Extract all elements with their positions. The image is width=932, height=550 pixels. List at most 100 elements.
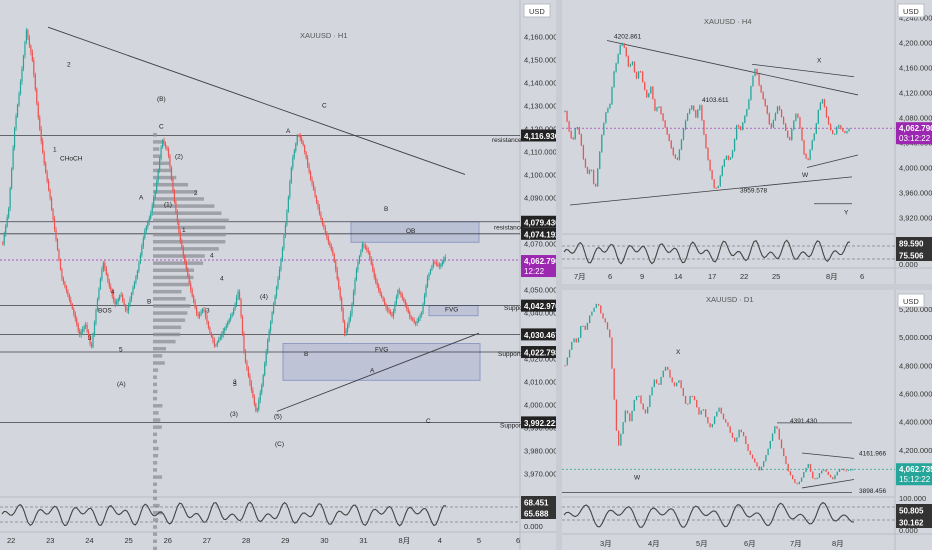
candle-body bbox=[816, 477, 818, 480]
candle-body bbox=[332, 249, 334, 255]
candle-body bbox=[133, 282, 136, 288]
candle-body bbox=[426, 277, 429, 287]
candle-body bbox=[817, 109, 819, 124]
candle-body bbox=[176, 212, 178, 223]
h4-x-tick: 17 bbox=[708, 272, 716, 281]
volume-profile-bar bbox=[153, 140, 165, 144]
candle-body bbox=[83, 326, 85, 330]
candle-body bbox=[590, 170, 593, 172]
h1-annotation: 4 bbox=[111, 289, 115, 296]
candle-body bbox=[307, 157, 309, 166]
candle-body bbox=[648, 93, 650, 98]
h1-y-tick: 4,090.000 bbox=[524, 193, 556, 202]
candle-body bbox=[341, 297, 343, 310]
candle-body bbox=[12, 147, 14, 169]
candle-body bbox=[647, 406, 649, 414]
candle-body bbox=[848, 128, 850, 132]
h1-y-tick: 4,120.000 bbox=[524, 124, 556, 133]
volume-profile-bar bbox=[153, 539, 157, 544]
candle-body bbox=[603, 122, 605, 135]
candle-body bbox=[309, 171, 312, 179]
candle-body bbox=[85, 324, 87, 327]
volume-profile-bar bbox=[153, 161, 170, 166]
candle-body bbox=[126, 309, 128, 311]
volume-profile-bar bbox=[153, 311, 188, 315]
candle-body bbox=[573, 338, 575, 343]
h1-y-tick: 4,020.000 bbox=[524, 354, 556, 363]
d1-chart-pane[interactable]: 5,200.000 5,000.000 4,800.000 4,600.000 4,40… bbox=[562, 290, 932, 550]
candle-body bbox=[823, 469, 825, 471]
candle-body bbox=[230, 316, 232, 320]
candle-body bbox=[358, 255, 361, 263]
candle-body bbox=[615, 399, 618, 431]
d1-osc-label-text: 30.162 bbox=[899, 519, 924, 528]
h1-y-tick: 4,130.000 bbox=[524, 101, 556, 110]
candle-body bbox=[836, 127, 838, 134]
h1-y-tick: 4,010.000 bbox=[524, 377, 556, 386]
d1-chart-svg[interactable]: 5,200.000 5,000.000 4,800.000 4,600.000 4,40… bbox=[562, 290, 932, 550]
candle-body bbox=[28, 37, 30, 46]
candle-body bbox=[429, 269, 432, 274]
candle-body bbox=[185, 262, 187, 270]
h1-y-tick: 4,100.000 bbox=[524, 170, 556, 179]
candle-body bbox=[196, 307, 198, 314]
candle-body bbox=[658, 383, 660, 385]
candle-body bbox=[206, 316, 208, 323]
h1-price-label-text: 4,022.798 bbox=[524, 349, 556, 358]
candle-body bbox=[701, 105, 703, 121]
candle-body bbox=[680, 380, 682, 389]
candle-body bbox=[179, 232, 181, 242]
candle-body bbox=[286, 210, 288, 225]
d1-x-tick: 7月 bbox=[790, 539, 802, 548]
candle-body bbox=[144, 230, 146, 239]
candle-body bbox=[619, 45, 621, 55]
candle-body bbox=[578, 127, 580, 135]
h4-y-tick: 4,240.000 bbox=[899, 13, 932, 22]
candle-body bbox=[441, 261, 443, 265]
candle-body bbox=[801, 127, 803, 141]
candle-body bbox=[349, 313, 352, 320]
candle-body bbox=[327, 237, 329, 242]
candle-body bbox=[684, 120, 687, 130]
h4-osc-label-box bbox=[896, 249, 932, 261]
candle-body bbox=[736, 437, 738, 442]
candle-body bbox=[723, 159, 726, 167]
candle-body bbox=[392, 311, 395, 317]
candle-body bbox=[335, 261, 337, 270]
h4-chart-svg[interactable]: 4,240.000 4,200.000 4,160.000 4,120.000 4,08… bbox=[562, 0, 932, 284]
candle-body bbox=[803, 472, 805, 478]
candle-body bbox=[767, 448, 769, 456]
d1-osc-label-box bbox=[896, 516, 932, 528]
candle-body bbox=[713, 416, 716, 425]
candle-body bbox=[631, 62, 634, 65]
candle-body bbox=[302, 142, 304, 146]
candle-body bbox=[654, 99, 656, 111]
candle-body bbox=[203, 309, 205, 311]
candle-body bbox=[771, 433, 774, 441]
candle-body bbox=[700, 410, 702, 415]
candle-body bbox=[735, 125, 738, 140]
candle-body bbox=[744, 115, 746, 123]
h4-chart-pane[interactable]: 4,240.000 4,200.000 4,160.000 4,120.000 4,08… bbox=[562, 0, 932, 284]
candle-body bbox=[378, 285, 380, 290]
volume-profile-bar bbox=[153, 297, 186, 301]
h1-x-tick: 28 bbox=[242, 536, 250, 545]
candle-body bbox=[150, 213, 152, 219]
candle-body bbox=[367, 250, 369, 253]
candle-body bbox=[231, 314, 233, 317]
volume-profile-bar bbox=[153, 382, 157, 387]
candle-body bbox=[846, 131, 848, 133]
h4-x-tick: 22 bbox=[740, 272, 748, 281]
h4-title: XAUUSD · H4 bbox=[704, 17, 752, 26]
candle-body bbox=[812, 471, 814, 479]
h1-x-tick: 31 bbox=[359, 536, 367, 545]
volume-profile-bar bbox=[153, 261, 204, 265]
candle-body bbox=[769, 440, 771, 449]
candle-body bbox=[725, 419, 727, 423]
candle-body bbox=[778, 106, 781, 110]
h1-chart-svg[interactable]: 4,160.000 4,150.000 4,140.000 4,130.000 4,12… bbox=[0, 0, 556, 550]
candle-body bbox=[782, 117, 785, 124]
d1-osc-label-text: 50.805 bbox=[899, 507, 924, 516]
h1-chart-pane[interactable]: 4,160.000 4,150.000 4,140.000 4,130.000 4,12… bbox=[0, 0, 556, 550]
